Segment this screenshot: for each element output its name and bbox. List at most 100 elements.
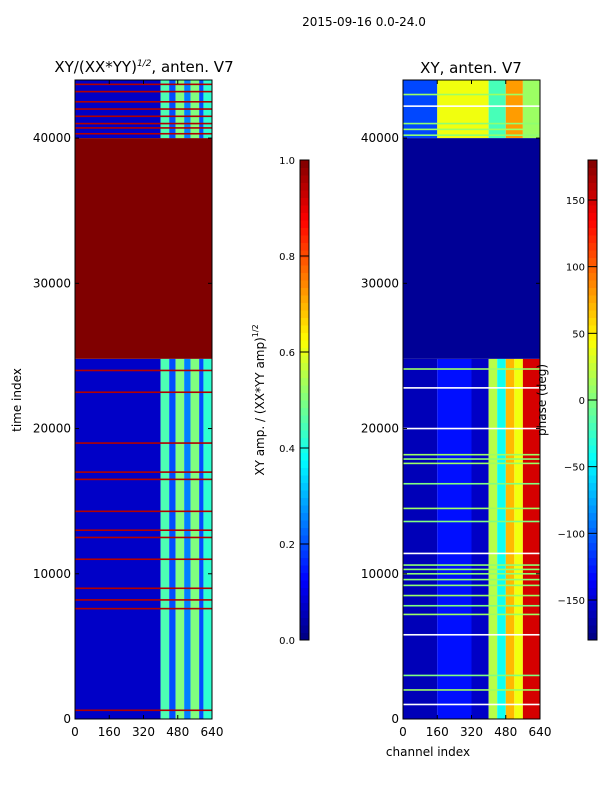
colorbar-swatch (300, 310, 309, 318)
right-panel-title: XY, anten. V7 (420, 59, 522, 77)
colorbar-swatch (588, 542, 597, 551)
heatmap-row-line (75, 510, 212, 513)
colorbar-tick-label: −150 (558, 596, 585, 607)
heatmap-row-line (403, 427, 540, 430)
colorbar-swatch (300, 497, 309, 506)
heatmap-row-line (403, 387, 540, 389)
colorbar-swatch (300, 445, 309, 453)
colorbar-swatch (300, 385, 309, 393)
colorbar-swatch (300, 505, 309, 513)
colorbar-swatch (300, 287, 309, 296)
heatmap-cell (184, 358, 191, 719)
colorbar-swatch (588, 227, 597, 236)
right-panel: XY, anten. V7 0 160 320 480 640 0 10000 20000 30… (361, 59, 598, 759)
heatmap-row-line (75, 127, 212, 129)
colorbar-swatch (300, 542, 309, 551)
colorbar-swatch (588, 587, 597, 596)
y-tick-label: 20000 (33, 422, 71, 436)
colorbar-swatch (588, 160, 597, 168)
colorbar-swatch (588, 497, 597, 506)
heatmap-row-line (75, 122, 212, 125)
heatmap-row-line (403, 703, 540, 706)
colorbar-tick-label: 0.2 (279, 540, 295, 551)
heatmap-row-line (403, 93, 540, 96)
colorbar-swatch (300, 220, 309, 228)
colorbar-swatch (300, 520, 309, 528)
colorbar-swatch (300, 527, 309, 536)
y-tick-label: 20000 (361, 422, 399, 436)
colorbar-swatch (588, 475, 597, 483)
left-y-axis-label: time index (10, 368, 24, 432)
colorbar-swatch (300, 632, 309, 641)
colorbar-swatch (300, 550, 309, 558)
left-panel: XY/(XX*YY)1/2, anten. V7 0 160 320 480 640 0 1… (10, 58, 310, 739)
colorbar-swatch (300, 400, 309, 408)
colorbar-swatch (588, 572, 597, 581)
colorbar-swatch (300, 475, 309, 483)
x-tick-label: 320 (460, 725, 483, 739)
colorbar-tick-label: 150 (566, 196, 585, 207)
colorbar-swatch (300, 430, 309, 438)
colorbar-swatch (300, 602, 309, 611)
colorbar-swatch (588, 272, 597, 281)
colorbar-swatch (300, 452, 309, 461)
y-tick-label: 10000 (33, 567, 71, 581)
colorbar-swatch (300, 302, 309, 311)
colorbar-swatch (588, 242, 597, 251)
colorbar-swatch (588, 190, 597, 198)
colorbar-swatch (588, 265, 597, 273)
left-colorbar-label: XY amp. / (XX*YY amp)1/2 (251, 324, 267, 475)
colorbar-swatch (300, 617, 309, 626)
x-tick-label: 320 (132, 725, 155, 739)
figure-suptitle: 2015-09-16 0.0-24.0 (302, 15, 426, 29)
colorbar-swatch (300, 182, 309, 191)
colorbar-swatch (588, 377, 597, 386)
colorbar-tick-label: 0.0 (279, 636, 295, 647)
colorbar-swatch (588, 332, 597, 341)
heatmap-row-line (75, 115, 212, 118)
colorbar-swatch (588, 610, 597, 618)
heatmap-row-line (75, 391, 212, 394)
heatmap-cell (175, 358, 185, 719)
colorbar-swatch (300, 332, 309, 341)
colorbar-swatch (588, 505, 597, 513)
colorbar-swatch (300, 212, 309, 221)
colorbar-tick-label: 100 (566, 263, 585, 274)
heatmap-cell (203, 358, 212, 719)
heatmap-row-line (75, 442, 212, 444)
colorbar-swatch (588, 317, 597, 326)
heatmap-cell (403, 80, 438, 139)
colorbar-swatch (588, 175, 597, 183)
heatmap-row-line (75, 100, 212, 103)
colorbar-swatch (588, 355, 597, 363)
colorbar-swatch (588, 250, 597, 258)
right-colorbar: −150 −100 −50 0 50 100 150 (558, 159, 598, 641)
heatmap-cell (403, 358, 438, 719)
colorbar-tick-label: 0.6 (279, 348, 295, 359)
colorbar-swatch (588, 370, 597, 378)
colorbar-swatch (300, 467, 309, 476)
colorbar-swatch (300, 407, 309, 416)
colorbar-tick-label: −100 (558, 529, 585, 540)
colorbar-swatch (300, 437, 309, 446)
colorbar-swatch (588, 527, 597, 536)
heatmap-cell (437, 358, 472, 719)
heatmap-cell (471, 358, 489, 719)
colorbar-swatch (588, 602, 597, 611)
colorbar-swatch (300, 265, 309, 273)
heatmap-row-line (403, 134, 540, 136)
heatmap-row-line (75, 529, 212, 532)
colorbar-swatch (588, 617, 597, 626)
heatmap-row-line (403, 552, 540, 555)
colorbar-tick-label: 0.8 (279, 252, 295, 263)
colorbar-swatch (588, 302, 597, 311)
colorbar-swatch (588, 257, 597, 266)
heatmap-cell (437, 80, 489, 139)
colorbar-swatch (300, 580, 309, 588)
colorbar-swatch (588, 422, 597, 431)
colorbar-swatch (588, 482, 597, 491)
colorbar-swatch (300, 340, 309, 348)
colorbar-swatch (300, 190, 309, 198)
colorbar-swatch (588, 632, 597, 641)
colorbar-swatch (300, 587, 309, 596)
